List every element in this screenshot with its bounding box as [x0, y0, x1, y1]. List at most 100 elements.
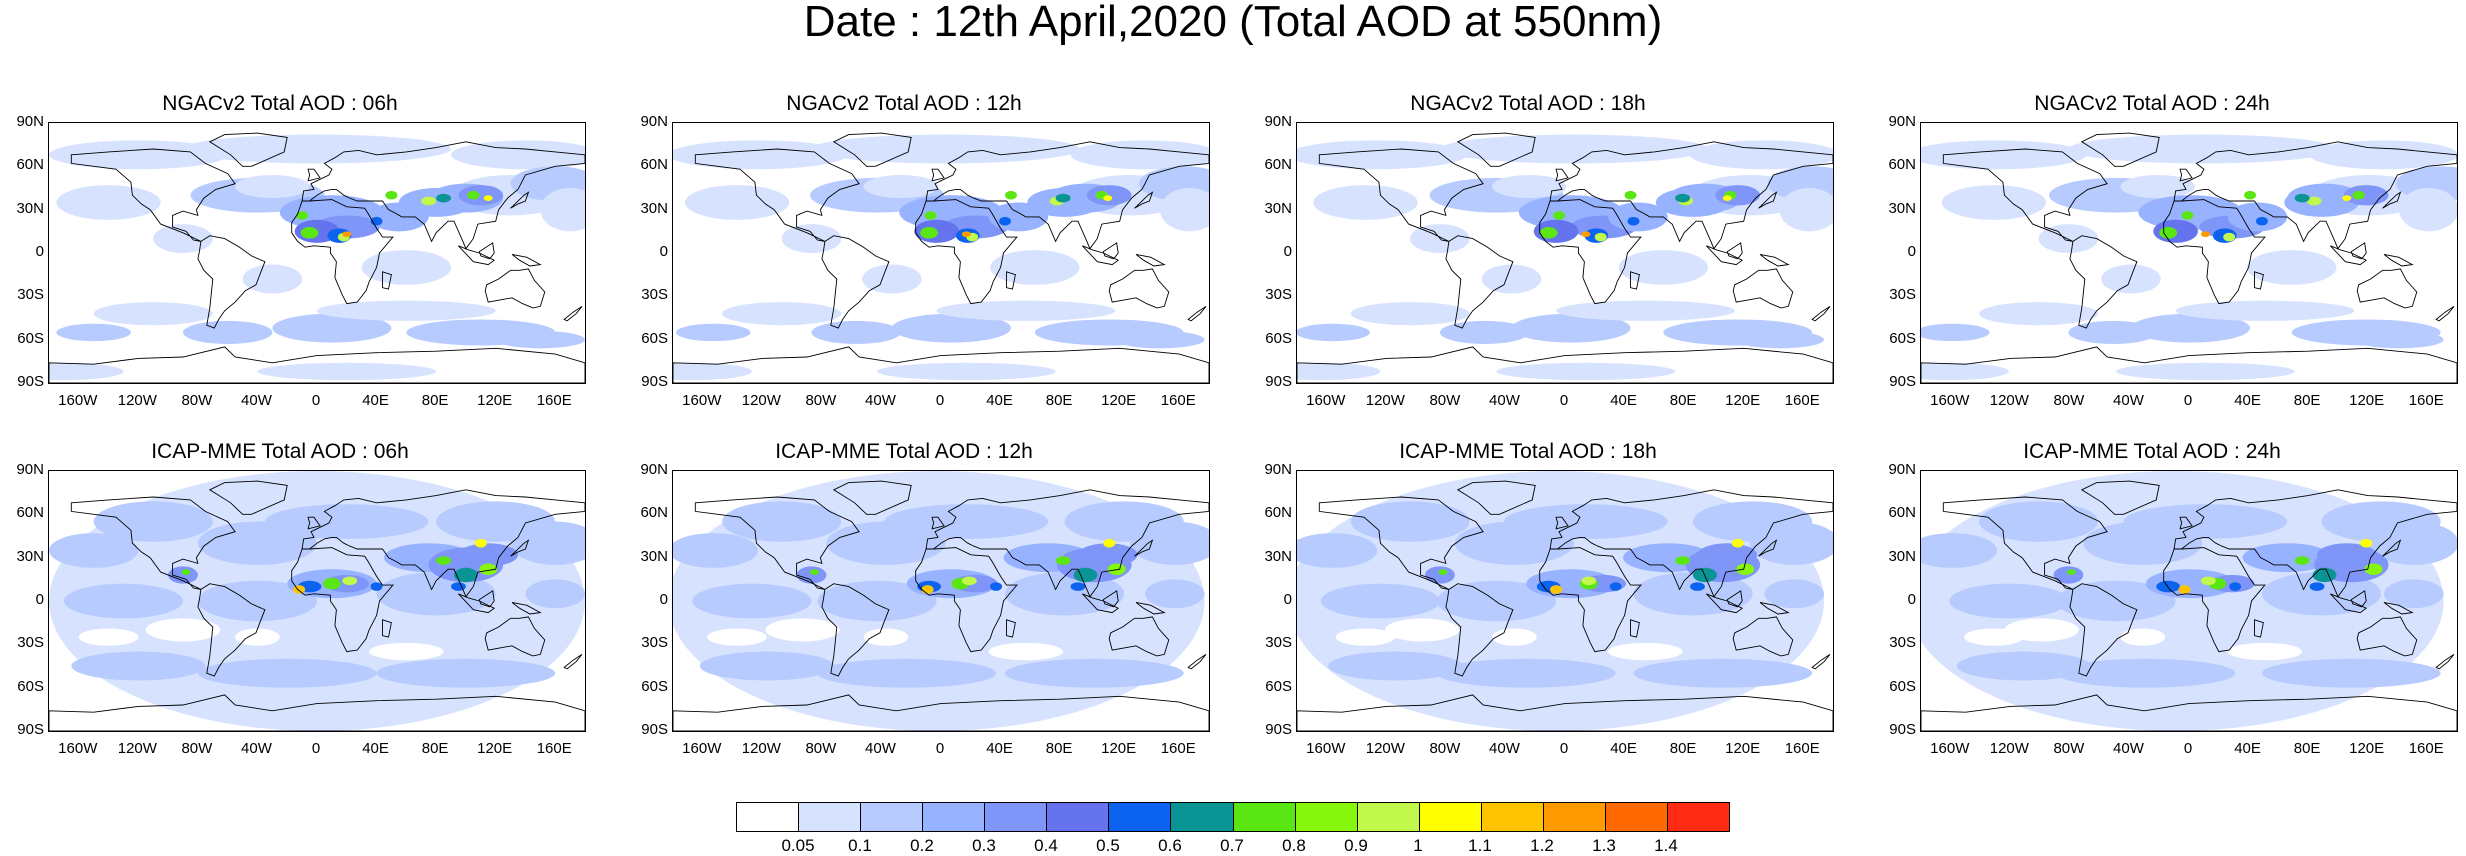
coastline	[49, 346, 585, 383]
lon-tick-label: 120W	[117, 740, 157, 757]
lon-tick-label: 160W	[1930, 392, 1970, 409]
aod-region	[2384, 579, 2444, 609]
aod-region	[2247, 250, 2337, 285]
colorbar-swatch	[1233, 803, 1296, 831]
aod-region	[436, 193, 451, 203]
aod-region	[1675, 556, 1691, 565]
aod-region	[862, 264, 922, 294]
aod-region	[2130, 313, 2251, 343]
aod-region	[1144, 579, 1205, 609]
coastline	[931, 168, 945, 182]
lon-tick-label: 160W	[1306, 392, 1346, 409]
coastline	[1758, 191, 1778, 209]
coastline	[458, 593, 496, 614]
colorbar-swatch	[1357, 803, 1420, 831]
aod-region	[1715, 185, 1761, 206]
aod-region	[272, 313, 392, 343]
coastline	[1549, 141, 1833, 250]
coastline	[931, 516, 945, 530]
coastline	[694, 496, 860, 590]
aod-region	[1697, 543, 1758, 567]
coastline	[307, 168, 321, 182]
aod-region	[988, 642, 1064, 661]
colorbar-label: 0.9	[1344, 836, 1368, 855]
aod-region	[2200, 576, 2216, 586]
lon-tick-label: 80E	[1669, 392, 1697, 409]
aod-region	[1921, 533, 1997, 568]
lat-tick-label: 60N	[1264, 504, 1292, 522]
coastline	[925, 141, 1209, 250]
coastline	[511, 601, 542, 615]
aod-region	[2223, 232, 2236, 242]
lon-tick-label: 120E	[2349, 740, 2385, 757]
aod-region	[1159, 188, 1209, 232]
colorbar-label: 1	[1413, 836, 1423, 855]
panel-title: NGACv2 Total AOD : 18h	[1410, 92, 1646, 115]
aod-region	[322, 577, 341, 590]
aod-region	[1618, 250, 1708, 285]
aod-region	[2227, 642, 2303, 661]
aod-region	[168, 566, 198, 584]
coastline	[1732, 616, 1794, 657]
lon-tick-label: 0	[2183, 392, 2193, 409]
colorbar	[736, 802, 1730, 832]
coastline	[510, 539, 530, 557]
aod-region	[817, 580, 937, 622]
coastline	[1318, 148, 1484, 242]
coastline	[511, 253, 542, 267]
coastline	[1539, 547, 1642, 653]
lat-tick-label: 30S	[17, 286, 44, 304]
lon-tick-label: 120W	[741, 740, 781, 757]
aod-region	[474, 538, 487, 548]
lat-tick-label: 0	[1283, 243, 1292, 260]
aod-field	[673, 132, 1209, 383]
aod-region	[242, 264, 303, 294]
aod-region	[1921, 140, 2087, 170]
coastline	[1456, 480, 1536, 515]
aod-region	[1949, 583, 2069, 619]
aod-region	[2120, 628, 2166, 646]
aod-region	[673, 362, 752, 381]
lat-tick-label: 30S	[1889, 634, 1916, 652]
coastline	[1134, 539, 1154, 557]
aod-field	[49, 471, 585, 731]
aod-region	[197, 580, 317, 622]
aod-region	[876, 362, 1056, 381]
aod-region	[342, 231, 352, 238]
aod-region	[1690, 582, 1705, 591]
aod-region	[2312, 567, 2337, 583]
lat-tick-label: 90N	[16, 461, 44, 478]
lon-tick-label: 40E	[362, 392, 389, 409]
aod-region	[1690, 140, 1833, 170]
aod-region	[1055, 193, 1071, 203]
lon-tick-label: 160E	[1784, 392, 1820, 409]
coastline	[1006, 619, 1016, 638]
aod-region	[673, 533, 758, 568]
main-title: Date : 12th April,2020 (Total AOD at 550…	[803, 0, 1663, 46]
aod-map	[1296, 470, 1834, 732]
lon-tick-label: 0	[311, 740, 321, 757]
coastline	[2163, 547, 2266, 653]
coastline	[301, 489, 585, 598]
aod-region	[421, 196, 437, 206]
aod-region	[2227, 202, 2288, 232]
aod-region	[1436, 658, 1616, 688]
lat-tick-label: 60N	[640, 156, 668, 174]
aod-region	[1055, 556, 1071, 565]
aod-region	[49, 140, 228, 170]
lon-tick-label: 160E	[2408, 740, 2444, 757]
coastline	[1187, 306, 1207, 322]
lon-tick-label: 160E	[536, 740, 572, 757]
coastline	[2080, 132, 2160, 167]
panel-title: NGACv2 Total AOD : 06h	[162, 92, 398, 115]
aod-region	[999, 216, 1011, 226]
coastline	[563, 654, 583, 670]
aod-region	[1313, 185, 1418, 220]
aod-region	[342, 576, 358, 586]
colorbar-swatch	[799, 803, 862, 831]
lat-tick-label: 30N	[1888, 547, 1916, 565]
aod-region	[2175, 300, 2355, 321]
aod-region	[93, 501, 213, 542]
coastline	[1445, 235, 1514, 329]
coastline	[1187, 654, 1207, 670]
